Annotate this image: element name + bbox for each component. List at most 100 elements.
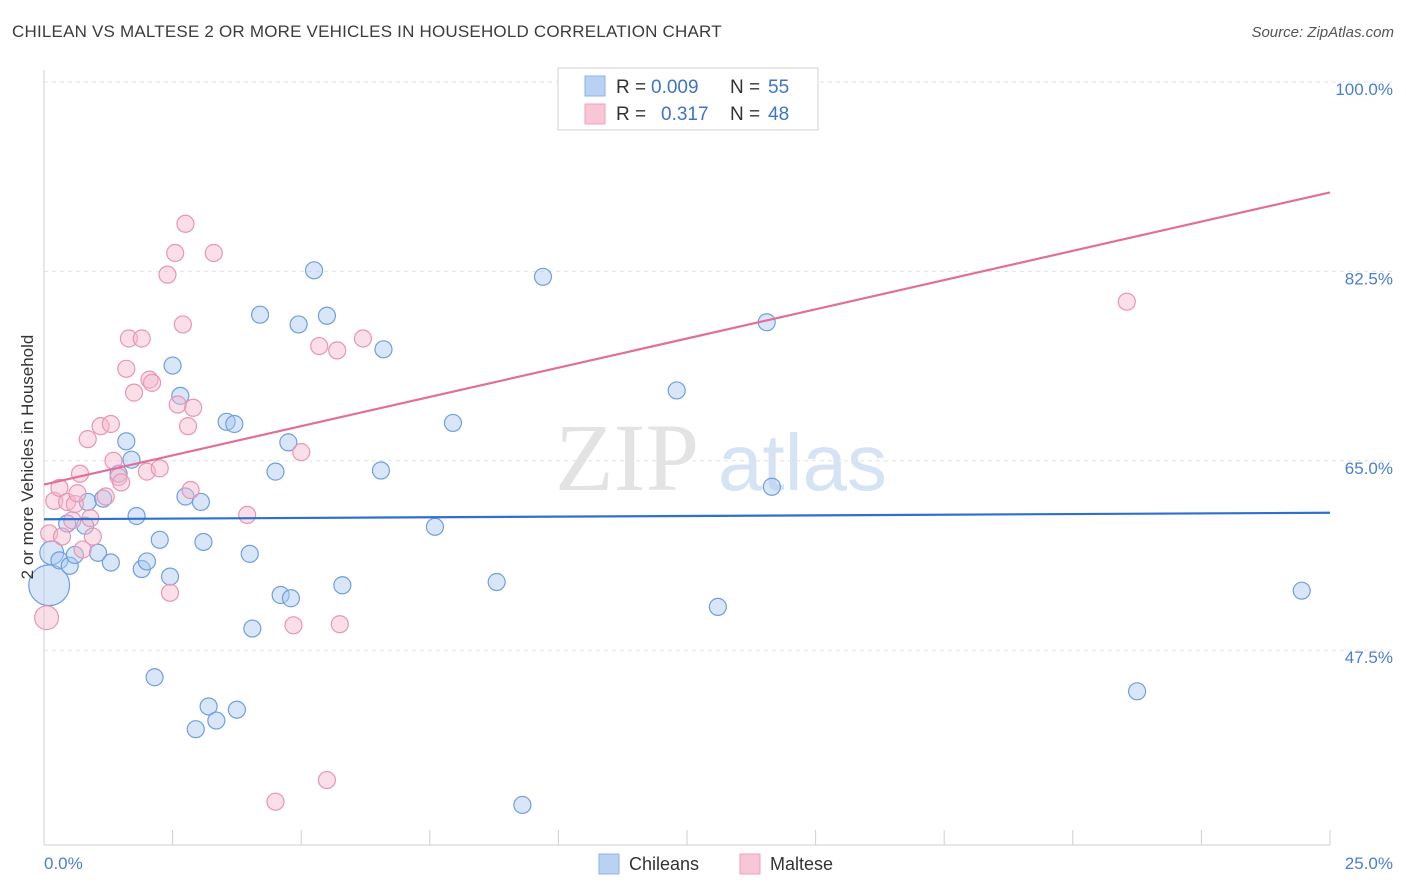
bottom-legend-swatch-maltese: [739, 853, 761, 875]
chileans-point: [1127, 682, 1147, 701]
maltese-point: [168, 395, 187, 414]
chileans-point: [163, 356, 182, 375]
maltese-point: [70, 464, 90, 483]
chileans-point: [266, 462, 285, 481]
series-chileans-points: [28, 261, 1311, 815]
chileans-point: [94, 489, 113, 508]
bottom-legend-swatch-chileans: [598, 853, 620, 875]
maltese-point: [83, 527, 102, 546]
chart-title: CHILEAN VS MALTESE 2 OR MORE VEHICLES IN…: [12, 22, 722, 41]
maltese-point: [317, 770, 337, 790]
legend-n-value-chileans: 55: [768, 77, 789, 98]
chileans-point: [279, 433, 298, 452]
legend-swatch-maltese: [584, 103, 606, 125]
chileans-point: [667, 381, 686, 400]
chileans-point: [137, 552, 156, 571]
trend-lines: [43, 191, 1331, 521]
legend-r-value-maltese: 0.317: [661, 104, 709, 125]
y-tick-label: 47.5%: [1345, 648, 1393, 667]
maltese-trend-line: [43, 191, 1331, 486]
chileans-point: [150, 530, 169, 549]
maltese-point: [184, 398, 203, 417]
maltese-point: [52, 527, 72, 546]
maltese-point: [124, 383, 144, 402]
maltese-point: [117, 359, 136, 378]
chileans-point: [1292, 581, 1311, 600]
chileans-point: [374, 340, 393, 359]
chileans-point: [762, 477, 781, 496]
maltese-point: [160, 583, 180, 602]
correlation-legend: R = 0.009 N = 55 R = 0.317 N = 48: [557, 67, 819, 131]
maltese-point: [353, 329, 373, 348]
chileans-trend-line: [43, 511, 1331, 521]
maltese-point: [330, 615, 349, 634]
maltese-point: [173, 315, 192, 334]
maltese-point: [132, 329, 151, 348]
legend-r-value-chileans: 0.009: [651, 77, 699, 98]
maltese-point: [73, 540, 92, 559]
chileans-point: [371, 461, 391, 480]
maltese-point: [63, 511, 82, 530]
chileans-point: [304, 261, 324, 280]
chileans-point: [333, 576, 352, 595]
chileans-point: [127, 506, 146, 526]
legend-r-label-1: R =: [616, 77, 646, 98]
y-tick-labels: 47.5% 65.0% 82.5% 100.0%: [1335, 80, 1393, 667]
maltese-point: [166, 243, 185, 263]
x-tick-label-max: 25.0%: [1345, 854, 1393, 873]
chileans-point: [207, 711, 226, 730]
maltese-point: [1117, 292, 1136, 311]
chileans-point: [487, 572, 506, 592]
watermark-zip: ZIP: [555, 404, 699, 511]
maltese-point: [310, 336, 329, 356]
maltese-point: [68, 484, 87, 503]
chileans-point: [443, 413, 463, 433]
chileans-point: [194, 532, 213, 552]
maltese-point: [284, 616, 303, 635]
x-ticks: [43, 830, 1331, 845]
legend-n-value-maltese: 48: [768, 104, 789, 125]
maltese-point: [328, 341, 347, 360]
source-label: Source: ZipAtlas.com: [1251, 24, 1394, 41]
maltese-point: [96, 487, 115, 506]
maltese-point: [50, 478, 69, 497]
chileans-point: [513, 795, 532, 815]
chileans-point: [289, 315, 308, 334]
y-tick-label: 82.5%: [1345, 269, 1393, 288]
chileans-point: [250, 305, 270, 324]
maltese-point: [238, 505, 257, 525]
maltese-point: [150, 459, 169, 478]
legend-n-label-1: N =: [730, 77, 760, 98]
maltese-point: [101, 414, 120, 434]
chileans-point: [145, 668, 164, 687]
series-legend: Chileans Maltese: [598, 853, 833, 875]
chileans-point: [199, 697, 218, 716]
chileans-point: [101, 553, 120, 572]
chileans-point: [225, 414, 244, 434]
maltese-point: [176, 214, 195, 233]
chileans-point: [271, 585, 290, 605]
maltese-point: [181, 480, 200, 500]
chileans-point: [227, 700, 246, 719]
legend-swatch-chileans: [584, 75, 606, 97]
chileans-point: [708, 597, 727, 617]
maltese-point: [204, 243, 223, 263]
chileans-point: [243, 619, 262, 638]
watermark-atlas: atlas: [718, 418, 887, 507]
maltese-point: [140, 370, 159, 389]
chileans-point: [533, 267, 553, 286]
maltese-point: [158, 265, 177, 284]
chileans-point: [240, 544, 259, 563]
chileans-point: [281, 589, 301, 608]
chileans-point: [191, 492, 210, 512]
maltese-point: [292, 443, 311, 462]
maltese-point: [119, 329, 138, 348]
y-axis-label: 2 or more Vehicles in Household: [18, 335, 37, 580]
chileans-point: [88, 543, 108, 562]
chileans-point: [160, 567, 180, 586]
y-tick-label: 65.0%: [1345, 459, 1393, 478]
maltese-point: [142, 373, 162, 392]
bottom-legend-label-chileans: Chileans: [629, 854, 699, 874]
legend-r-label-2: R =: [616, 104, 646, 125]
legend-n-label-2: N =: [730, 104, 760, 125]
